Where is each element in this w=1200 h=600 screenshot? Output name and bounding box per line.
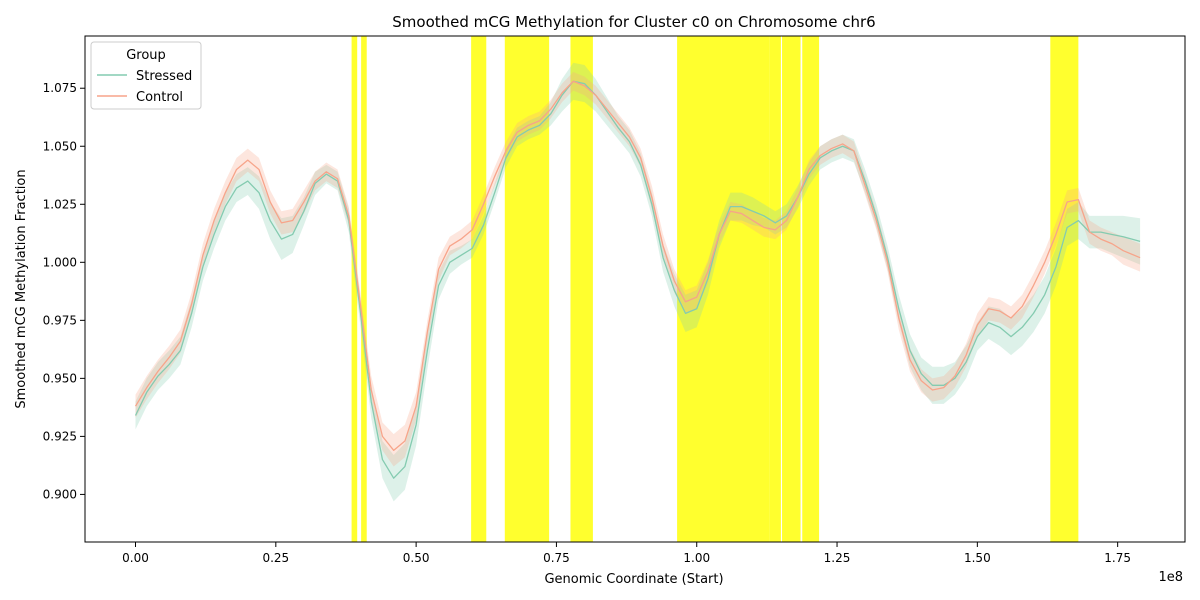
highlight-region [361, 36, 367, 542]
highlight-region [471, 36, 487, 542]
x-tick-label: 0.00 [122, 551, 149, 565]
y-tick-label: 0.925 [43, 429, 77, 443]
highlight-region [769, 36, 781, 542]
series-line-stressed [134, 80, 1141, 479]
legend-label-stressed: Stressed [136, 69, 192, 84]
y-tick-label: 0.900 [43, 487, 77, 501]
highlight-region [1050, 36, 1079, 542]
confidence-bands [135, 62, 1141, 502]
x-axis-label: Genomic Coordinate (Start) [544, 572, 723, 587]
highlight-region [677, 36, 770, 542]
ci-band-stressed [135, 62, 1141, 502]
y-tick-label: 0.975 [43, 313, 77, 327]
y-tick-label: 1.000 [43, 255, 77, 269]
plot-area-frame [84, 35, 1186, 543]
chart-title: Smoothed mCG Methylation for Cluster c0 … [392, 13, 875, 31]
x-tick-label: 1.25 [824, 551, 851, 565]
x-tick-label: 1.00 [683, 551, 710, 565]
legend-box [90, 41, 202, 110]
x-tick-label: 0.75 [543, 551, 570, 565]
highlight-region [351, 36, 358, 542]
series-lines [134, 80, 1141, 479]
x-tick-label: 1.75 [1104, 551, 1131, 565]
highlight-regions [351, 36, 1079, 542]
y-axis-label: Smoothed mCG Methylation Fraction [14, 169, 29, 408]
legend: Group Stressed Control [90, 41, 202, 110]
ci-band-control [135, 71, 1141, 467]
highlight-region [504, 36, 550, 542]
x-axis-scale-label: 1e8 [1158, 570, 1183, 585]
highlight-region [802, 36, 820, 542]
y-tick-label: 1.025 [43, 197, 77, 211]
highlight-region [570, 36, 593, 542]
y-tick-label: 0.950 [43, 371, 77, 385]
y-tick-label: 1.075 [43, 81, 77, 95]
legend-label-control: Control [136, 90, 183, 105]
legend-title: Group [126, 48, 166, 63]
x-tick-label: 1.50 [964, 551, 991, 565]
x-axis: 0.00 0.25 0.50 0.75 1.00 1.25 1.50 1.75 [122, 542, 1131, 565]
series-line-control [134, 80, 1141, 451]
y-axis: 0.900 0.925 0.950 0.975 1.000 1.025 1.050 1.075 [43, 81, 85, 501]
x-tick-label: 0.25 [262, 551, 289, 565]
x-tick-label: 0.50 [403, 551, 430, 565]
y-tick-label: 1.050 [43, 139, 77, 153]
highlight-region [782, 36, 801, 542]
